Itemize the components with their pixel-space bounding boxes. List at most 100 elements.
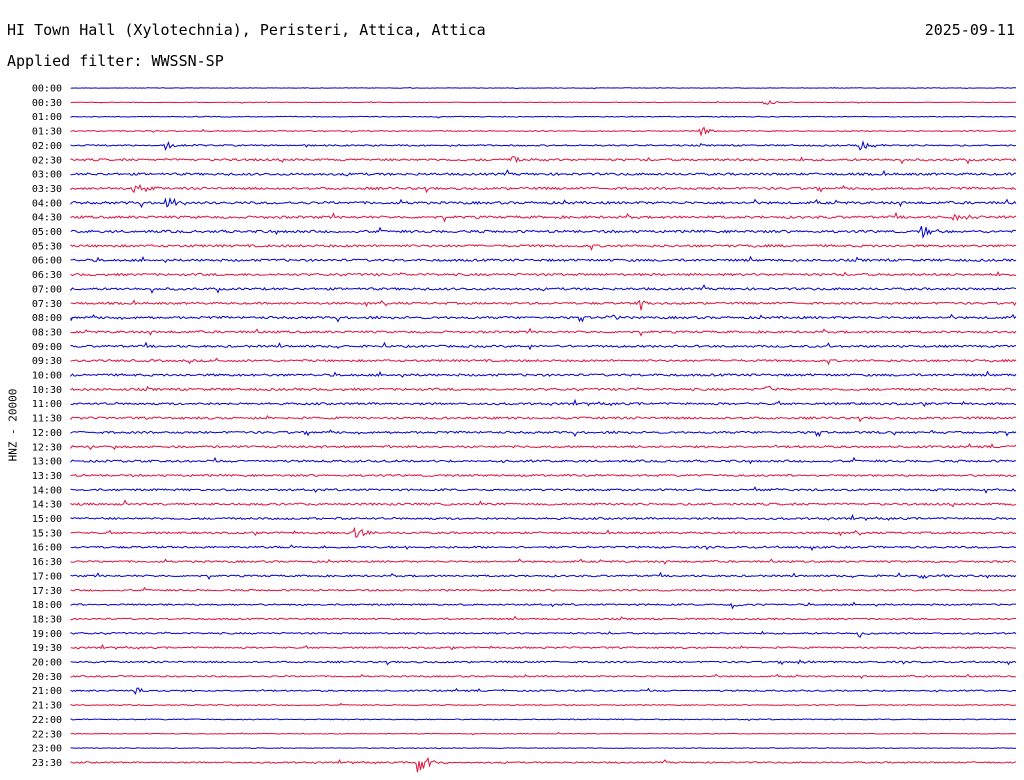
trace-0930 <box>70 357 1017 366</box>
trace-0430 <box>70 211 1017 223</box>
tick-label-0000: 00:00 <box>32 84 62 95</box>
trace-0230 <box>70 156 1017 165</box>
tick-label-2330: 23:30 <box>32 758 62 769</box>
tick-label-2000: 20:00 <box>32 658 62 669</box>
tick-label-1630: 16:30 <box>32 557 62 568</box>
trace-0000 <box>70 86 1017 90</box>
tick-label-0030: 00:30 <box>32 98 62 109</box>
tick-label-0530: 05:30 <box>32 241 62 252</box>
trace-1200 <box>70 429 1017 438</box>
tick-label-0900: 09:00 <box>32 342 62 353</box>
date-label: 2025-09-11 <box>924 21 1015 39</box>
tick-label-2130: 21:30 <box>32 701 62 712</box>
trace-1430 <box>70 499 1017 508</box>
tick-label-1030: 10:30 <box>32 385 62 396</box>
trace-2000 <box>70 659 1017 666</box>
tick-label-1000: 10:00 <box>32 371 62 382</box>
trace-2330 <box>70 756 1017 773</box>
tick-label-0400: 04:00 <box>32 198 62 209</box>
filter-label: Applied filter: WWSSN-SP <box>7 52 224 70</box>
tick-label-1800: 18:00 <box>32 600 62 611</box>
trace-1630 <box>70 558 1017 565</box>
trace-1730 <box>70 586 1017 592</box>
tick-label-2030: 20:30 <box>32 672 62 683</box>
trace-0830 <box>70 327 1017 337</box>
tick-label-0630: 06:30 <box>32 270 62 281</box>
tick-label-0500: 05:00 <box>32 227 62 238</box>
trace-0730 <box>70 299 1017 311</box>
trace-1600 <box>70 544 1017 552</box>
tick-label-1900: 19:00 <box>32 629 62 640</box>
trace-1800 <box>70 601 1017 610</box>
tick-label-1100: 11:00 <box>32 399 62 410</box>
tick-label-1200: 12:00 <box>32 428 62 439</box>
trace-1500 <box>70 513 1017 522</box>
trace-2100 <box>70 687 1017 696</box>
trace-0600 <box>70 255 1017 264</box>
tick-label-0800: 08:00 <box>32 313 62 324</box>
trace-0400 <box>70 196 1017 209</box>
tick-label-0930: 09:30 <box>32 356 62 367</box>
tick-label-1530: 15:30 <box>32 528 62 539</box>
tick-label-0830: 08:30 <box>32 327 62 338</box>
trace-0100 <box>70 115 1017 119</box>
tick-label-0300: 03:00 <box>32 170 62 181</box>
tick-label-1930: 19:30 <box>32 643 62 654</box>
trace-0530 <box>70 243 1017 251</box>
trace-0030 <box>70 99 1017 105</box>
tick-label-0100: 01:00 <box>32 112 62 123</box>
trace-1530 <box>70 526 1017 539</box>
trace-1330 <box>70 473 1017 478</box>
trace-2230 <box>70 732 1017 736</box>
trace-0200 <box>70 139 1017 152</box>
tick-label-1730: 17:30 <box>32 586 62 597</box>
tick-label-1300: 13:00 <box>32 457 62 468</box>
trace-1930 <box>70 643 1017 651</box>
trace-1700 <box>70 571 1017 580</box>
tick-label-1230: 12:30 <box>32 442 62 453</box>
tick-label-2200: 22:00 <box>32 715 62 726</box>
tick-label-1430: 14:30 <box>32 500 62 511</box>
trace-0330 <box>70 183 1017 194</box>
trace-2200 <box>70 718 1017 722</box>
tick-label-0730: 07:30 <box>32 299 62 310</box>
tick-label-0600: 06:00 <box>32 256 62 267</box>
seismogram-traces <box>70 86 1017 773</box>
trace-0130 <box>70 126 1017 137</box>
time-tick-labels: 00:00 00:30 01:00 01:30 02:00 02:30 03:00 03:30… <box>32 84 62 769</box>
trace-0800 <box>70 313 1017 323</box>
trace-1000 <box>70 370 1017 378</box>
trace-1400 <box>70 486 1017 494</box>
trace-1830 <box>70 615 1017 621</box>
trace-1130 <box>70 414 1017 423</box>
trace-0300 <box>70 169 1017 177</box>
tick-label-2230: 22:30 <box>32 729 62 740</box>
trace-0900 <box>70 341 1017 351</box>
trace-1230 <box>70 443 1017 451</box>
tick-label-1400: 14:00 <box>32 485 62 496</box>
tick-label-1130: 11:30 <box>32 414 62 425</box>
trace-2030 <box>70 673 1017 680</box>
trace-1100 <box>70 398 1017 408</box>
trace-2130 <box>70 702 1017 707</box>
station-title: HI Town Hall (Xylotechnia), Peristeri, A… <box>7 21 486 39</box>
trace-0500 <box>70 226 1017 239</box>
tick-label-0130: 01:30 <box>32 127 62 138</box>
tick-label-0200: 02:00 <box>32 141 62 152</box>
tick-label-2300: 23:00 <box>32 744 62 755</box>
tick-label-0430: 04:30 <box>32 213 62 224</box>
tick-label-1500: 15:00 <box>32 514 62 525</box>
tick-label-1700: 17:00 <box>32 571 62 582</box>
trace-1030 <box>70 385 1017 392</box>
tick-label-1830: 18:30 <box>32 614 62 625</box>
trace-1900 <box>70 630 1017 638</box>
tick-label-2100: 21:00 <box>32 686 62 697</box>
trace-0700 <box>70 283 1017 294</box>
tick-label-1600: 16:00 <box>32 543 62 554</box>
trace-2300 <box>70 747 1017 750</box>
trace-1300 <box>70 456 1017 465</box>
tick-label-1330: 13:30 <box>32 471 62 482</box>
trace-0630 <box>70 270 1017 277</box>
tick-label-0330: 03:30 <box>32 184 62 195</box>
